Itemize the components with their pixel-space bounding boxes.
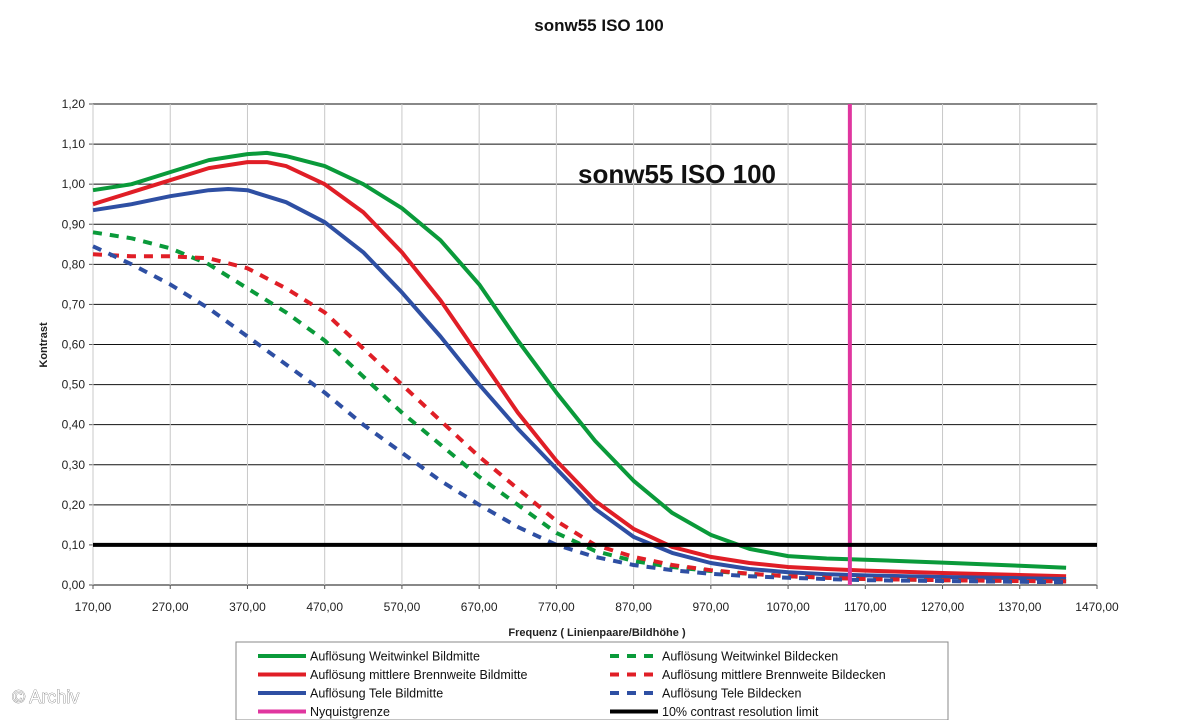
y-tick-label: 0,40: [62, 418, 86, 432]
x-tick-label: 170,00: [75, 600, 112, 614]
x-tick-label: 1170,00: [844, 600, 887, 614]
x-tick-label: 770,00: [538, 600, 575, 614]
legend-label: Auflösung mittlere Brennweite Bildmitte: [310, 668, 528, 682]
x-axis-title: Frequenz ( Linienpaare/Bildhöhe ): [508, 627, 686, 639]
x-tick-label: 570,00: [384, 600, 421, 614]
x-tick-label: 1070,00: [766, 600, 810, 614]
legend-label: Auflösung Weitwinkel Bildecken: [662, 650, 838, 664]
legend: Auflösung Weitwinkel Bildmitte Auflösung …: [235, 641, 949, 720]
legend-label: Auflösung mittlere Brennweite Bildecken: [662, 668, 886, 682]
y-tick-label: 1,00: [62, 177, 86, 191]
legend-label: 10% contrast resolution limit: [662, 705, 819, 719]
x-tick-label: 670,00: [461, 600, 498, 614]
y-tick-labels: 0,00 0,10 0,20 0,30 0,40 0,50 0,60 0,70 0,80 0,90…: [62, 97, 86, 592]
chart-title: sonw55 ISO 100: [534, 16, 663, 35]
x-tick-label: 870,00: [615, 600, 652, 614]
x-tick-label: 370,00: [229, 600, 266, 614]
y-tick-label: 0,80: [62, 257, 86, 271]
series-line-aufl-sung-tele-bildecken: [92, 244, 1067, 585]
legend-label: Auflösung Tele Bildmitte: [310, 687, 443, 701]
y-tick-label: 0,60: [62, 338, 86, 352]
y-tick-label: 0,00: [62, 578, 86, 592]
y-tick-label: 0,70: [62, 297, 86, 311]
series-line-aufl-sung-mittlere-brennweite-bildecken: [92, 252, 1067, 584]
legend-box: [235, 641, 949, 720]
legend-label: Nyquistgrenze: [310, 705, 390, 719]
x-tick-label: 1370,00: [998, 600, 1042, 614]
x-tick-label: 1470,00: [1075, 600, 1119, 614]
x-tick-label: 970,00: [692, 600, 729, 614]
chart-annotation: sonw55 ISO 100: [578, 159, 776, 189]
series-line-aufl-sung-mittlere-brennweite-bildmitte: [92, 160, 1067, 579]
y-tick-label: 1,10: [62, 137, 86, 151]
grid-lines: [89, 103, 1098, 589]
y-tick-label: 1,20: [62, 97, 86, 111]
y-tick-label: 0,50: [62, 378, 86, 392]
y-axis-title: Kontrast: [38, 322, 50, 368]
y-tick-label: 0,20: [62, 498, 86, 512]
x-tick-label: 470,00: [306, 600, 343, 614]
watermark: © Archiv: [12, 687, 79, 707]
legend-label: Auflösung Weitwinkel Bildmitte: [310, 650, 480, 664]
y-tick-label: 0,90: [62, 217, 86, 231]
x-tick-label: 1270,00: [921, 600, 965, 614]
x-tick-label: 270,00: [152, 600, 189, 614]
series-line-aufl-sung-weitwinkel-bildmitte: [92, 150, 1067, 570]
legend-label: Auflösung Tele Bildecken: [662, 687, 801, 701]
y-tick-label: 0,10: [62, 538, 86, 552]
series-line-aufl-sung-tele-bildmitte: [92, 187, 1067, 581]
y-tick-label: 0,30: [62, 458, 86, 472]
x-tick-labels: 170,00 270,00 370,00 470,00 570,00 670,00 770,…: [75, 600, 1119, 614]
series-line-aufl-sung-weitwinkel-bildecken: [92, 230, 1067, 584]
series-lines: [92, 150, 1067, 585]
reference-lines: [93, 104, 1097, 585]
